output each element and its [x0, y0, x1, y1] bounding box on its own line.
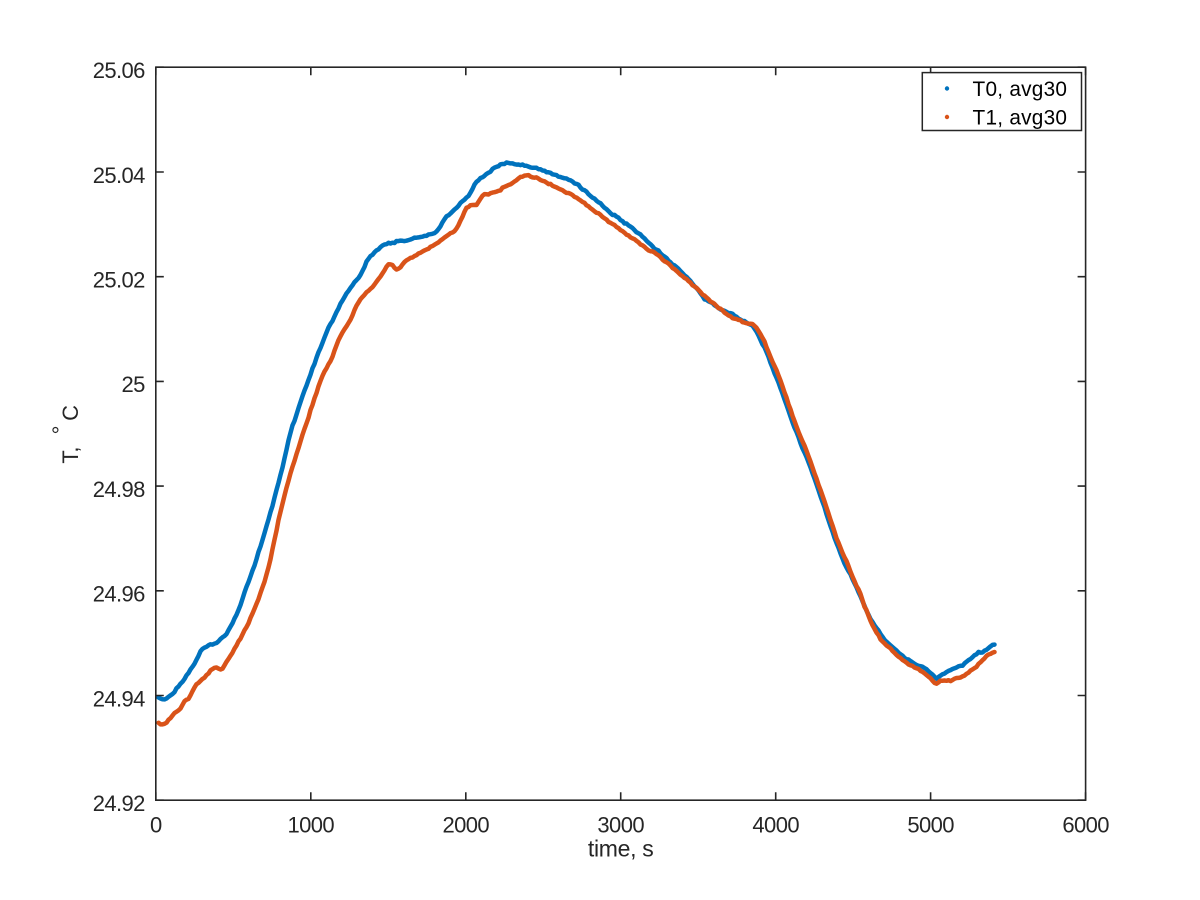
svg-text:T1, avg30: T1, avg30: [973, 107, 1068, 130]
svg-text:3000: 3000: [597, 812, 644, 837]
svg-text:25: 25: [122, 372, 146, 397]
svg-text:0: 0: [150, 812, 162, 837]
svg-text:T0, avg30: T0, avg30: [973, 78, 1068, 101]
svg-text:6000: 6000: [1062, 812, 1109, 837]
svg-text:25.04: 25.04: [93, 163, 145, 188]
svg-text:1000: 1000: [288, 812, 335, 837]
svg-text:24.94: 24.94: [93, 686, 145, 711]
svg-text:4000: 4000: [752, 812, 799, 837]
svg-text:25.02: 25.02: [93, 268, 145, 293]
svg-text:2000: 2000: [443, 812, 490, 837]
svg-text:25.06: 25.06: [93, 58, 145, 83]
svg-text:time, s: time, s: [588, 836, 654, 862]
svg-text:24.98: 24.98: [93, 477, 145, 502]
svg-text:5000: 5000: [907, 812, 954, 837]
svg-text:24.92: 24.92: [93, 791, 145, 816]
svg-text:24.96: 24.96: [93, 582, 145, 607]
